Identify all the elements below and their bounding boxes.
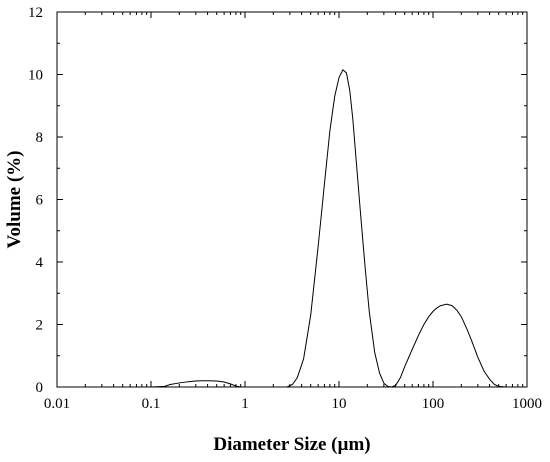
- y-tick-label: 4: [36, 255, 44, 271]
- y-tick-label: 0: [36, 380, 44, 396]
- x-axis-title: Diameter Size (µm): [213, 434, 370, 455]
- x-tick-label: 100: [422, 396, 445, 412]
- x-tick-label: 1: [241, 396, 249, 412]
- y-axis-title: Volume (%): [4, 151, 25, 249]
- y-axis-ticks: 0 2 4 6 8 10 12: [28, 5, 527, 396]
- x-axis-ticks: 0.01 0.1 1 10 100 1000: [44, 12, 542, 412]
- x-tick-label: 1000: [512, 396, 542, 412]
- y-tick-label: 10: [28, 68, 43, 84]
- volume-distribution-line: [57, 69, 527, 388]
- y-tick-label: 2: [36, 318, 44, 334]
- y-tick-label: 12: [28, 5, 43, 21]
- y-tick-label: 8: [36, 130, 44, 146]
- y-tick-label: 6: [36, 193, 44, 209]
- x-tick-label: 0.01: [44, 396, 70, 412]
- plot-frame: [56, 11, 528, 388]
- x-tick-label: 0.1: [142, 396, 161, 412]
- x-tick-label: 10: [332, 396, 347, 412]
